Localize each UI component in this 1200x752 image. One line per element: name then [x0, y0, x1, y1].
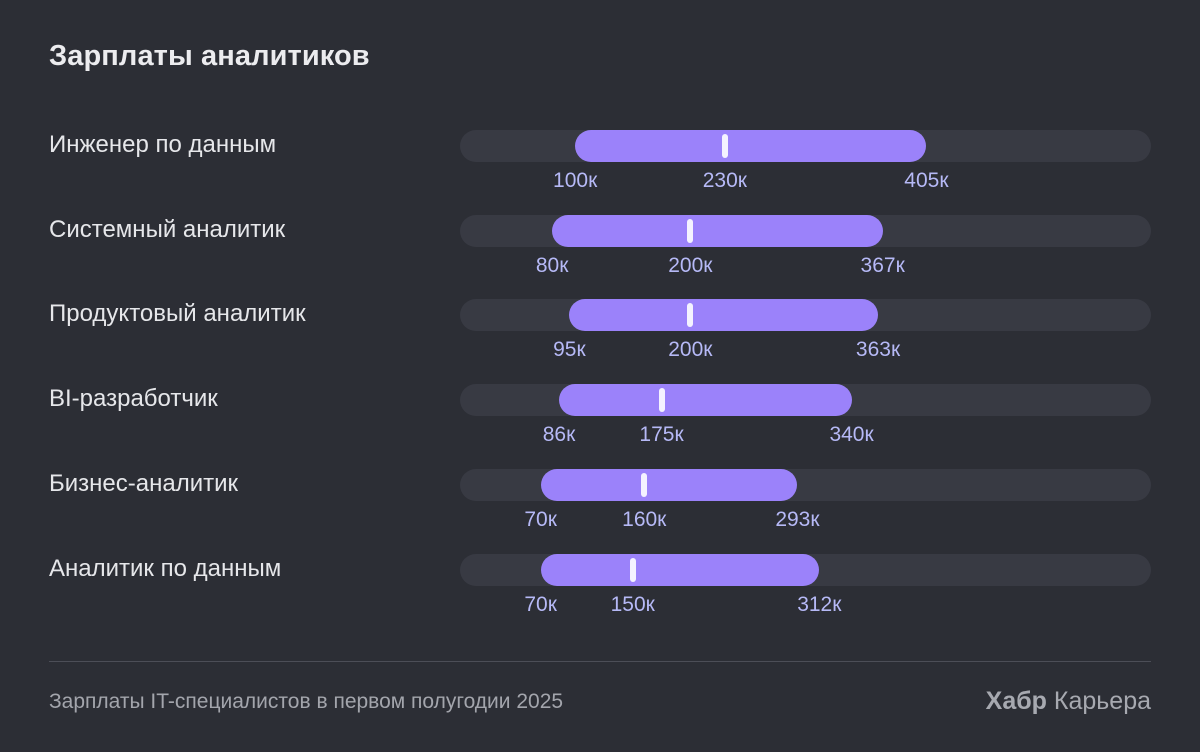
chart-title: Зарплаты аналитиков	[49, 40, 370, 72]
median-value-label: 200к	[668, 338, 713, 362]
max-value-label: 340к	[829, 423, 874, 447]
min-value-label: 80к	[535, 253, 569, 277]
min-value-label: 100к	[553, 169, 598, 192]
max-value-label: 312к	[797, 592, 842, 616]
median-value-label: 230к	[702, 169, 747, 192]
min-value-label: 70к	[524, 592, 557, 616]
brand-subname: Карьера	[1053, 687, 1151, 715]
row-label: Продуктовый аналитик	[49, 300, 306, 328]
median-marker	[687, 218, 694, 243]
brand-name: Хабр	[985, 687, 1047, 715]
median-value-label: 150к	[610, 592, 655, 616]
median-marker	[641, 472, 648, 497]
max-value-label: 363к	[855, 338, 901, 362]
max-value-label: 405к	[904, 169, 949, 192]
row-label: Инженер по данным	[49, 131, 277, 158]
min-value-label: 86к	[542, 423, 576, 447]
max-value-label: 367к	[860, 253, 905, 277]
salary-range-bar	[540, 468, 798, 501]
min-value-label: 95к	[553, 338, 586, 362]
max-value-label: 293к	[775, 507, 820, 531]
row-label: BI-разработчик	[49, 385, 218, 413]
salary-range-bar	[569, 299, 879, 332]
salary-range-bar	[559, 384, 852, 417]
median-value-label: 160к	[622, 507, 667, 531]
salary-range-chart: Инженер по данным 100к 230к 405к Системный а…	[49, 130, 1151, 616]
footer-note: Зарплаты IT-специалистов в первом полуго…	[49, 690, 564, 713]
row-label: Бизнес-аналитик	[49, 469, 239, 497]
salary-range-bar	[540, 553, 820, 586]
median-value-label: 200к	[668, 253, 713, 277]
median-marker	[658, 388, 665, 413]
brand-logo: Хабр Карьера	[986, 687, 1151, 716]
median-marker	[629, 557, 636, 582]
salary-range-bar	[552, 214, 883, 247]
row-label: Системный аналитик	[49, 215, 286, 243]
salary-range-bar	[575, 130, 927, 162]
median-value-label: 175к	[639, 423, 684, 447]
footer-divider	[49, 661, 1151, 662]
min-value-label: 70к	[524, 507, 557, 531]
median-marker	[687, 303, 694, 328]
median-marker	[721, 134, 728, 158]
row-label: Аналитик по данным	[49, 554, 282, 582]
